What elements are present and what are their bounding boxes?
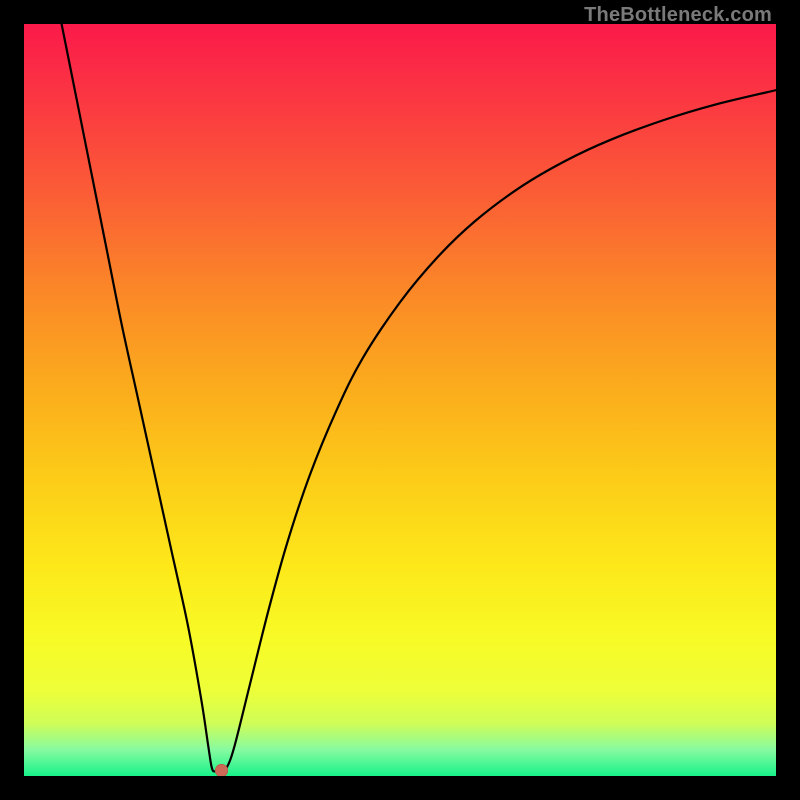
frame-right xyxy=(776,0,800,800)
bottleneck-curve-path xyxy=(62,24,776,772)
vertex-marker xyxy=(215,764,228,776)
frame-left xyxy=(0,0,24,800)
bottleneck-curve-svg xyxy=(24,24,776,776)
plot-area xyxy=(24,24,776,776)
watermark-text: TheBottleneck.com xyxy=(584,4,772,27)
frame-bottom xyxy=(0,776,800,800)
